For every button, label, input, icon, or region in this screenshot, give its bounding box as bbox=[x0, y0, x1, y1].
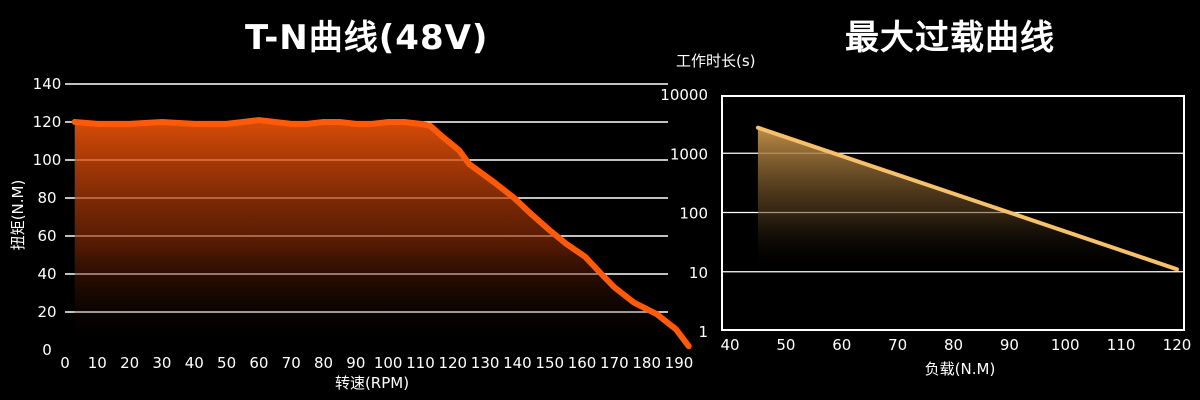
left-x-tick-label: 0 bbox=[60, 354, 70, 372]
left-y-ticks: 0 20 40 60 80 100 120 140 bbox=[33, 75, 62, 359]
left-x-tick-label: 10 bbox=[88, 354, 107, 372]
right-x-tick-label: 80 bbox=[944, 336, 963, 354]
left-x-tick-label: 110 bbox=[406, 354, 435, 372]
right-x-tick-label: 90 bbox=[1000, 336, 1019, 354]
right-y-tick-label: 10 bbox=[689, 264, 708, 282]
right-x-tick-label: 50 bbox=[776, 336, 795, 354]
left-x-tick-label: 180 bbox=[632, 354, 661, 372]
right-x-tick-label: 110 bbox=[1107, 336, 1136, 354]
left-x-ticks: 0 10 20 30 40 50 60 70 80 90 100 110 120 130 140 150 160… bbox=[60, 354, 693, 372]
left-y-tick-label: 140 bbox=[33, 75, 62, 93]
left-x-tick-label: 90 bbox=[346, 354, 365, 372]
left-x-tick-label: 40 bbox=[185, 354, 204, 372]
left-y-tick-label: 80 bbox=[37, 189, 56, 207]
right-x-tick-label: 60 bbox=[832, 336, 851, 354]
left-x-tick-label: 190 bbox=[665, 354, 694, 372]
left-x-tick-label: 20 bbox=[120, 354, 139, 372]
left-y-tick-label: 100 bbox=[33, 151, 62, 169]
left-x-tick-label: 100 bbox=[374, 354, 403, 372]
left-x-tick-label: 140 bbox=[503, 354, 532, 372]
left-x-tick-label: 70 bbox=[282, 354, 301, 372]
right-y-tick-label: 1 bbox=[698, 323, 708, 341]
left-x-tick-label: 80 bbox=[314, 354, 333, 372]
right-y-tick-label: 10000 bbox=[660, 86, 708, 104]
right-y-tick-label: 100 bbox=[679, 205, 708, 223]
right-y-ticks: 1 10 100 1000 10000 bbox=[660, 86, 708, 341]
left-x-tick-label: 30 bbox=[152, 354, 171, 372]
right-x-ticks: 40 50 60 70 80 90 100 110 120 bbox=[720, 336, 1191, 354]
left-x-tick-label: 60 bbox=[249, 354, 268, 372]
right-y-axis-label: 工作时长(s) bbox=[676, 52, 756, 70]
left-x-tick-label: 120 bbox=[438, 354, 467, 372]
right-chart-title: 最大过载曲线 bbox=[845, 18, 1055, 58]
left-y-tick-label: 120 bbox=[33, 113, 62, 131]
left-chart-title: T-N曲线(48V) bbox=[245, 18, 489, 58]
left-torque-line bbox=[71, 117, 692, 350]
right-x-tick-label: 40 bbox=[720, 336, 739, 354]
right-x-axis-label: 负载(N.M) bbox=[925, 360, 996, 378]
right-overload-line bbox=[755, 125, 1179, 272]
left-y-tick-label: 20 bbox=[37, 303, 56, 321]
left-x-axis-label: 转速(RPM) bbox=[335, 374, 409, 392]
left-x-tick-label: 130 bbox=[471, 354, 500, 372]
left-y-tick-label: 40 bbox=[37, 265, 56, 283]
left-x-tick-label: 160 bbox=[568, 354, 597, 372]
left-torque-area bbox=[74, 120, 689, 350]
left-y-tick-label: 0 bbox=[42, 341, 52, 359]
right-y-tick-label: 1000 bbox=[670, 145, 708, 163]
left-x-tick-label: 50 bbox=[217, 354, 236, 372]
right-x-tick-label: 100 bbox=[1051, 336, 1080, 354]
left-y-axis-label: 扭矩(N.M) bbox=[9, 180, 27, 251]
left-x-tick-label: 170 bbox=[600, 354, 629, 372]
right-x-tick-label: 120 bbox=[1163, 336, 1192, 354]
left-x-tick-label: 150 bbox=[535, 354, 564, 372]
left-y-tick-label: 60 bbox=[37, 227, 56, 245]
right-x-tick-label: 70 bbox=[888, 336, 907, 354]
